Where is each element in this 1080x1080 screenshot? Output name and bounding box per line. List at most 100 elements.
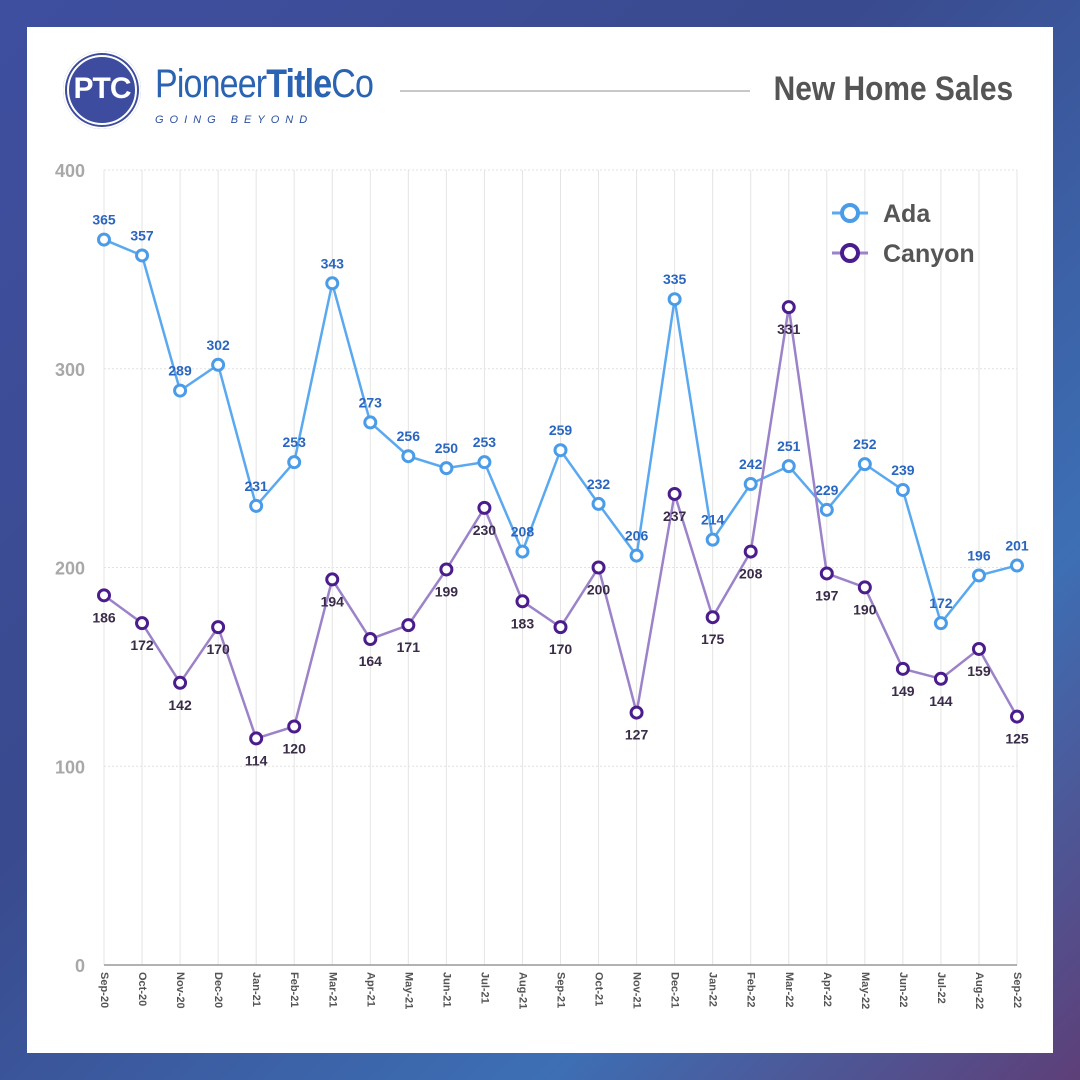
data-point-canyon [401,618,416,633]
data-label-canyon: 171 [397,639,421,655]
data-point-canyon [591,560,606,575]
data-label-canyon: 170 [549,641,573,657]
data-point-ada [743,477,758,492]
logo-icon [63,51,141,129]
x-tick-label: Dec-20 [212,972,225,1009]
data-point-canyon [1010,709,1024,724]
data-point-ada [439,461,454,476]
x-tick-label: Aug-21 [516,972,529,1010]
legend-marker-canyon [840,243,860,263]
chart-card [27,27,1053,1053]
x-tick-label: Jun-22 [896,972,909,1008]
x-tick-label: Nov-21 [630,972,643,1009]
data-label-canyon: 149 [891,683,915,699]
x-tick-label: Oct-21 [592,972,605,1007]
data-label-ada: 214 [701,512,725,528]
data-point-canyon [705,610,720,625]
legend-marker-ada [840,203,860,223]
tagline: GOING BEYOND [155,114,314,126]
data-label-ada: 252 [853,436,877,452]
data-label-canyon: 200 [587,582,611,598]
data-label-ada: 229 [815,482,839,498]
data-point-ada [933,616,948,631]
data-label-ada: 232 [587,476,611,492]
data-point-canyon [211,620,226,635]
data-label-ada: 251 [777,438,801,454]
brand-end: Co [331,62,374,106]
x-tick-label: Nov-20 [174,972,187,1009]
data-label-canyon: 142 [168,697,192,713]
legend-label-canyon: Canyon [883,240,975,268]
x-tick-label: Jul-22 [934,972,947,1004]
data-point-ada [819,502,834,517]
data-label-ada: 335 [663,271,687,287]
data-point-canyon [249,731,264,746]
data-point-canyon [553,620,568,635]
y-tick-label: 300 [55,360,85,380]
x-tick-label: Feb-22 [744,972,757,1008]
data-label-ada: 253 [473,434,497,450]
data-point-canyon [515,594,530,609]
data-point-ada [705,532,720,547]
data-point-ada [173,383,188,398]
header-divider [400,90,750,92]
data-point-ada [667,292,682,307]
data-label-canyon: 159 [967,663,991,679]
brand-bold: Title [266,62,332,106]
data-label-ada: 273 [359,394,383,410]
data-label-ada: 256 [397,428,421,444]
data-point-ada [363,415,378,430]
data-point-canyon [857,580,872,595]
x-tick-label: Feb-21 [288,972,301,1008]
data-label-ada: 343 [321,255,345,271]
data-label-canyon: 127 [625,727,649,743]
data-point-ada [249,498,264,513]
data-point-ada [325,276,340,291]
data-label-canyon: 114 [245,752,268,768]
data-point-ada [971,568,986,583]
data-point-canyon [743,544,758,559]
data-point-ada [515,544,530,559]
data-point-canyon [173,675,188,690]
data-label-ada: 201 [1005,538,1029,554]
legend-label-ada: Ada [883,200,931,228]
data-point-canyon [135,616,150,631]
data-point-canyon [287,719,302,734]
data-point-ada [591,496,606,511]
x-tick-label: Apr-21 [364,972,377,1007]
data-label-canyon: 199 [435,583,459,599]
data-point-canyon [97,588,111,603]
data-point-ada [287,455,302,470]
logo-mark: PTC [73,72,132,105]
y-tick-label: 100 [55,757,85,777]
data-label-canyon: 194 [321,593,345,609]
data-label-ada: 231 [244,478,268,494]
data-point-canyon [439,562,454,577]
data-label-canyon: 197 [815,587,839,603]
data-point-ada [401,449,416,464]
data-point-canyon [477,500,492,515]
data-label-ada: 206 [625,528,649,544]
x-tick-label: Sep-22 [1011,972,1023,1009]
data-label-canyon: 175 [701,631,725,647]
data-label-ada: 302 [206,337,230,353]
x-tick-label: Mar-21 [326,972,339,1008]
data-label-ada: 208 [511,524,535,540]
x-tick-label: Mar-22 [782,972,795,1008]
data-point-canyon [667,486,682,501]
x-tick-label: Jul-21 [478,972,491,1004]
data-point-ada [629,548,644,563]
data-point-ada [1010,558,1024,573]
data-label-canyon: 170 [206,641,230,657]
data-label-ada: 253 [283,434,307,450]
data-point-ada [857,457,872,472]
data-label-canyon: 183 [511,615,535,631]
data-point-ada [895,482,910,497]
data-label-ada: 239 [891,462,915,478]
data-label-ada: 289 [168,363,192,379]
data-point-canyon [895,661,910,676]
data-point-ada [553,443,568,458]
data-label-canyon: 125 [1005,731,1029,747]
data-label-canyon: 331 [777,321,801,337]
